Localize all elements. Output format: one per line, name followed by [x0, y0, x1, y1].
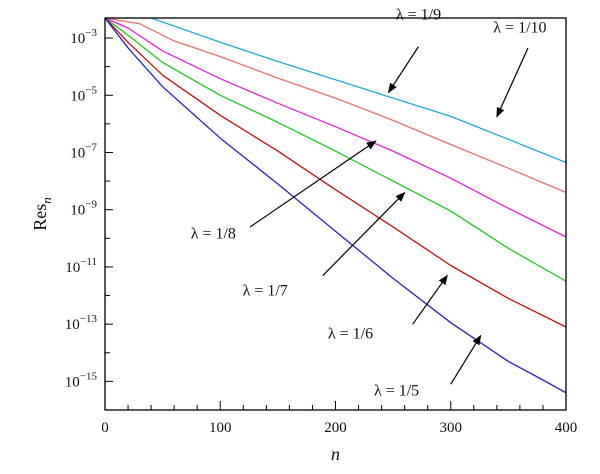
axis-layer: 0 100 200 300 400 10−3 10−5 10−7 10−9 10−11 10−13 1…: [30, 17, 578, 464]
series-label-5: λ = 1/6: [328, 325, 373, 342]
series-line-4: [105, 18, 566, 282]
series-label-1: λ = 1/10: [493, 19, 546, 36]
y-axis-title: Resn: [30, 197, 54, 231]
y-tick-label: 10−5: [70, 84, 97, 104]
x-tick-label: 200: [324, 420, 347, 436]
series-line-1: [105, 18, 566, 164]
x-axis-title: n: [331, 444, 340, 464]
y-tick-label: 10−7: [70, 141, 97, 161]
y-tick-label: 10−11: [65, 256, 97, 276]
series-label-4: λ = 1/7: [243, 283, 288, 300]
series-label-6: λ = 1/5: [374, 383, 419, 400]
series-label-3: λ = 1/8: [191, 225, 236, 242]
y-tick-label: 10−9: [70, 199, 97, 219]
series-line-2: [105, 18, 566, 194]
x-tick-label: 300: [440, 420, 463, 436]
x-tick-label: 400: [555, 420, 578, 436]
series-arrow-1: [496, 47, 529, 118]
y-tick-label: 10−3: [70, 27, 97, 47]
series-arrow-3: [249, 140, 377, 228]
series-line-3: [105, 18, 566, 238]
x-tick-label: 0: [101, 420, 109, 436]
series-arrow-6: [450, 334, 482, 385]
series-layer: [105, 18, 566, 394]
x-tick-label: 100: [209, 420, 232, 436]
series-arrow-5: [412, 274, 448, 325]
annotation-layer: λ = 1/10 λ = 1/9 λ = 1/8 λ = 1/7 λ = 1/6 λ = …: [191, 6, 547, 399]
plot-frame: [104, 17, 567, 411]
series-arrow-4: [322, 191, 406, 276]
y-tick-label: 10−15: [65, 370, 98, 390]
y-tick-label: 10−13: [65, 313, 98, 333]
series-label-2: λ = 1/9: [396, 6, 441, 23]
series-arrow-2: [387, 46, 419, 94]
series-line-6: [105, 18, 566, 394]
series-line-5: [105, 18, 566, 328]
